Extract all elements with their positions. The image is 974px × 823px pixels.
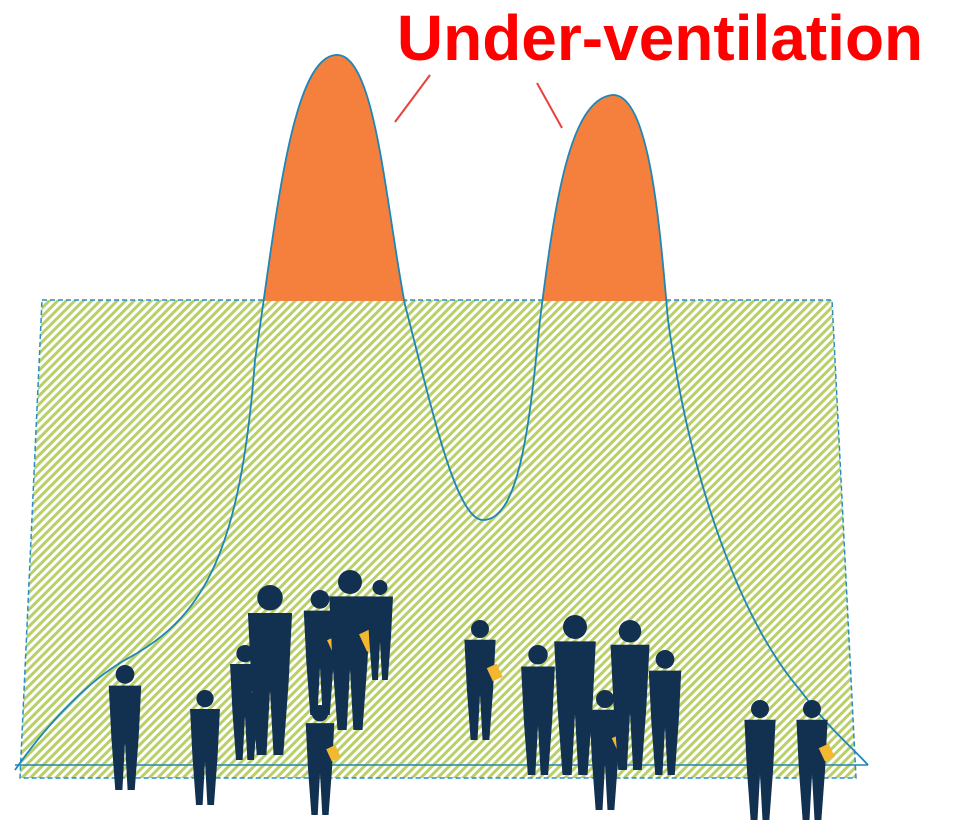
person-part	[236, 645, 254, 663]
person-part	[115, 665, 135, 684]
person-part	[326, 745, 341, 762]
person-part	[521, 666, 555, 775]
person-part	[751, 700, 769, 718]
person-part	[554, 641, 596, 775]
person-part	[464, 639, 496, 740]
person-part	[486, 663, 503, 682]
person-part	[257, 585, 283, 611]
person-part	[305, 723, 335, 815]
person-part	[329, 596, 371, 730]
person-part	[338, 570, 362, 594]
under-ventilation-peaks	[263, 54, 667, 301]
pointer-line	[394, 74, 431, 123]
person-part	[310, 590, 330, 609]
person-part	[589, 709, 621, 810]
person-part	[648, 670, 682, 775]
person-part	[471, 620, 489, 638]
ventilation-zone	[19, 299, 857, 779]
person-part	[190, 708, 220, 805]
person-part	[655, 650, 675, 669]
person-part	[528, 645, 548, 665]
pointer-line	[536, 82, 563, 129]
person-part	[247, 613, 293, 755]
person-part	[818, 743, 835, 762]
people	[108, 570, 835, 820]
person-part	[367, 596, 393, 680]
distribution-curve	[14, 54, 869, 771]
person-part	[311, 705, 329, 722]
title: Under-ventilation	[397, 2, 923, 74]
person-part	[563, 615, 587, 639]
person-part	[196, 690, 214, 708]
person-part	[610, 644, 650, 770]
person-part	[372, 580, 388, 595]
person-part	[108, 685, 142, 790]
person-part	[596, 690, 614, 708]
person-part	[618, 620, 642, 643]
person-part	[803, 700, 821, 718]
person-part	[796, 719, 828, 820]
person-part	[303, 610, 337, 715]
person-part	[744, 719, 776, 820]
